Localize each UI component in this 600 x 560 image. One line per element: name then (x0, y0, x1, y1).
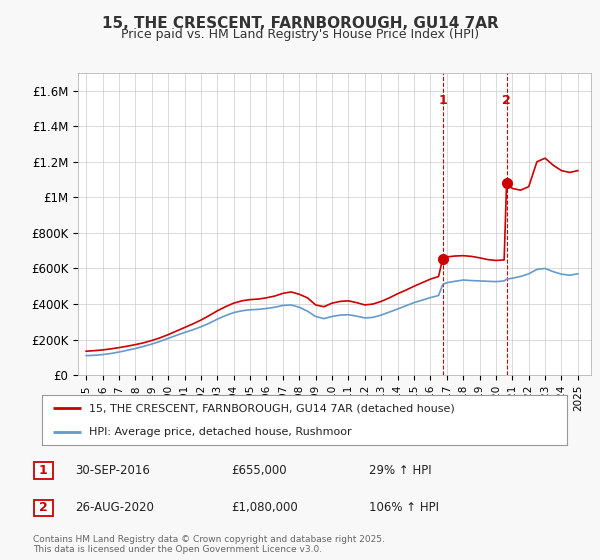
Text: £655,000: £655,000 (231, 464, 287, 477)
Text: £1,080,000: £1,080,000 (231, 501, 298, 515)
Text: 29% ↑ HPI: 29% ↑ HPI (369, 464, 431, 477)
Text: 26-AUG-2020: 26-AUG-2020 (75, 501, 154, 515)
Text: 15, THE CRESCENT, FARNBOROUGH, GU14 7AR (detached house): 15, THE CRESCENT, FARNBOROUGH, GU14 7AR … (89, 403, 455, 413)
Text: 15, THE CRESCENT, FARNBOROUGH, GU14 7AR: 15, THE CRESCENT, FARNBOROUGH, GU14 7AR (101, 16, 499, 31)
Text: 1: 1 (39, 464, 47, 477)
Text: 106% ↑ HPI: 106% ↑ HPI (369, 501, 439, 515)
Text: 2: 2 (502, 94, 511, 107)
Text: 2: 2 (39, 501, 47, 515)
Text: Price paid vs. HM Land Registry's House Price Index (HPI): Price paid vs. HM Land Registry's House … (121, 28, 479, 41)
Text: 1: 1 (438, 94, 447, 107)
Text: Contains HM Land Registry data © Crown copyright and database right 2025.
This d: Contains HM Land Registry data © Crown c… (33, 535, 385, 554)
Text: 30-SEP-2016: 30-SEP-2016 (75, 464, 150, 477)
Text: HPI: Average price, detached house, Rushmoor: HPI: Average price, detached house, Rush… (89, 427, 352, 437)
